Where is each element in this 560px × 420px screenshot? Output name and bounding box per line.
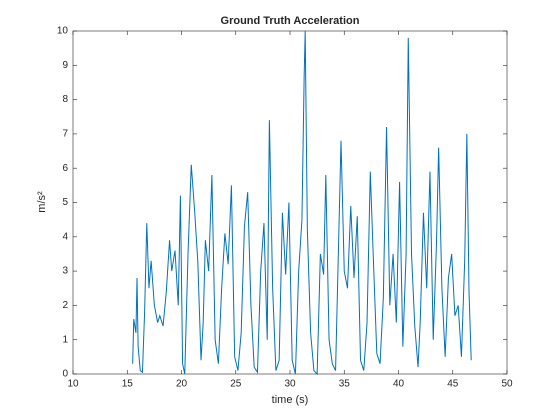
y-tick-label: 10 — [57, 26, 69, 37]
y-tick-label: 8 — [62, 94, 68, 105]
y-tick-label: 3 — [62, 266, 68, 277]
x-tick-label: 45 — [447, 379, 459, 390]
x-tick-label: 10 — [67, 379, 79, 390]
x-tick-label: 40 — [393, 379, 405, 390]
y-axis-label: m/s² — [36, 191, 48, 213]
y-tick-label: 7 — [62, 129, 68, 140]
y-tick-label: 0 — [62, 369, 68, 380]
y-tick-label: 6 — [62, 163, 68, 174]
plot-area — [72, 30, 508, 375]
y-tick-label: 4 — [62, 231, 68, 242]
x-tick-label: 35 — [339, 379, 351, 390]
y-tick-label: 9 — [62, 60, 68, 71]
x-tick-label: 30 — [284, 379, 296, 390]
x-tick-label: 50 — [501, 379, 513, 390]
x-tick-label: 20 — [176, 379, 188, 390]
chart-title: Ground Truth Acceleration — [221, 15, 360, 27]
x-tick-label: 25 — [230, 379, 242, 390]
y-tick-label: 5 — [62, 197, 68, 208]
x-tick-label: 15 — [122, 379, 134, 390]
y-tick-label: 2 — [62, 300, 68, 311]
data-line — [132, 30, 472, 376]
x-axis-label: time (s) — [272, 394, 309, 406]
y-tick-label: 1 — [62, 334, 68, 345]
